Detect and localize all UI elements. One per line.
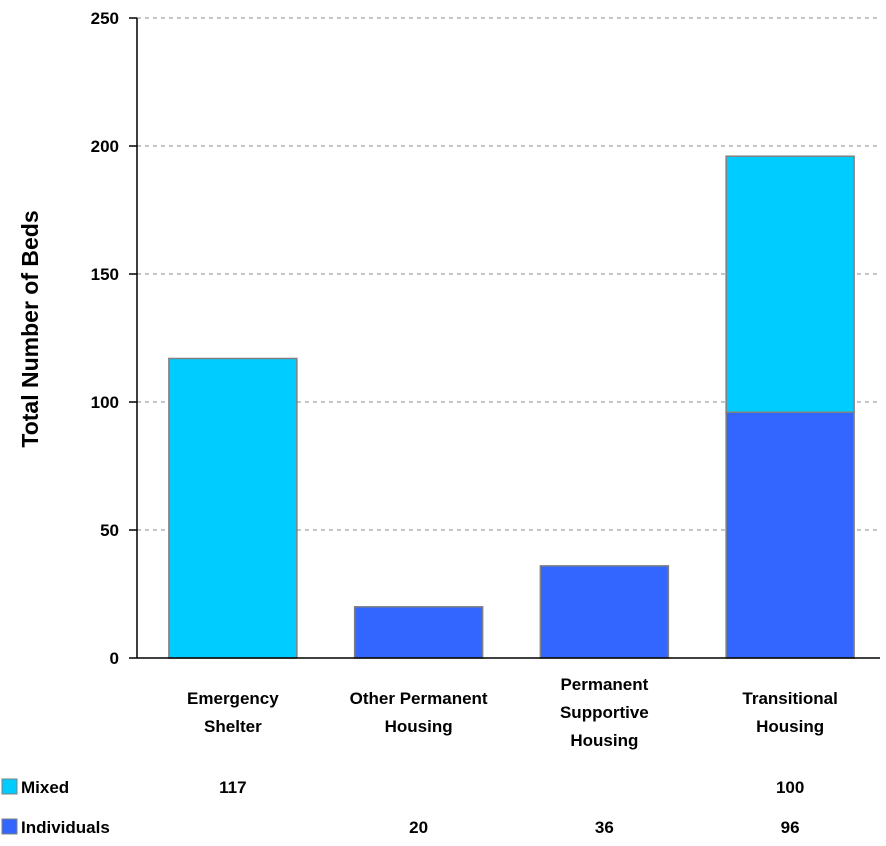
- y-tick-label: 0: [110, 649, 119, 668]
- category-labels: Emergency Shelter Other Permanent Housing Pe…: [187, 675, 838, 750]
- category-label: Other Permanent: [350, 689, 488, 708]
- y-axis-label: Total Number of Beds: [17, 210, 43, 447]
- bar-individuals: [539, 565, 670, 659]
- y-tick-labels: 0 50 100 150 200 250: [91, 9, 119, 668]
- bar-mixed: [168, 357, 298, 659]
- y-tick-label: 200: [91, 137, 119, 156]
- data-label: 20: [409, 818, 428, 837]
- data-label: 36: [595, 818, 614, 837]
- category-label: Emergency: [187, 689, 279, 708]
- category-label: Housing: [756, 717, 824, 736]
- y-tick-label: 150: [91, 265, 119, 284]
- bar-mixed: [725, 155, 855, 413]
- legend-label: Mixed: [21, 778, 69, 797]
- legend-label: Individuals: [21, 818, 110, 837]
- legend-swatch-mixed: [1, 778, 18, 795]
- bar-individuals: [725, 411, 855, 659]
- data-label: 100: [776, 778, 804, 797]
- data-label: 96: [781, 818, 800, 837]
- data-table: Mixed 117 100 Individuals 20 36 96: [1, 778, 804, 837]
- bar-individuals: [353, 606, 484, 659]
- y-tick-label: 250: [91, 9, 119, 28]
- data-label: 117: [219, 778, 246, 797]
- category-label: Housing: [385, 717, 453, 736]
- category-label: Supportive: [560, 703, 649, 722]
- axes: [129, 17, 880, 659]
- category-label: Shelter: [204, 717, 262, 736]
- y-tick-label: 100: [91, 393, 119, 412]
- y-tick-label: 50: [100, 521, 119, 540]
- category-label: Housing: [570, 731, 638, 750]
- category-label: Transitional: [742, 689, 837, 708]
- category-label: Permanent: [560, 675, 648, 694]
- bars: [168, 155, 855, 659]
- legend-swatch-individuals: [1, 818, 18, 835]
